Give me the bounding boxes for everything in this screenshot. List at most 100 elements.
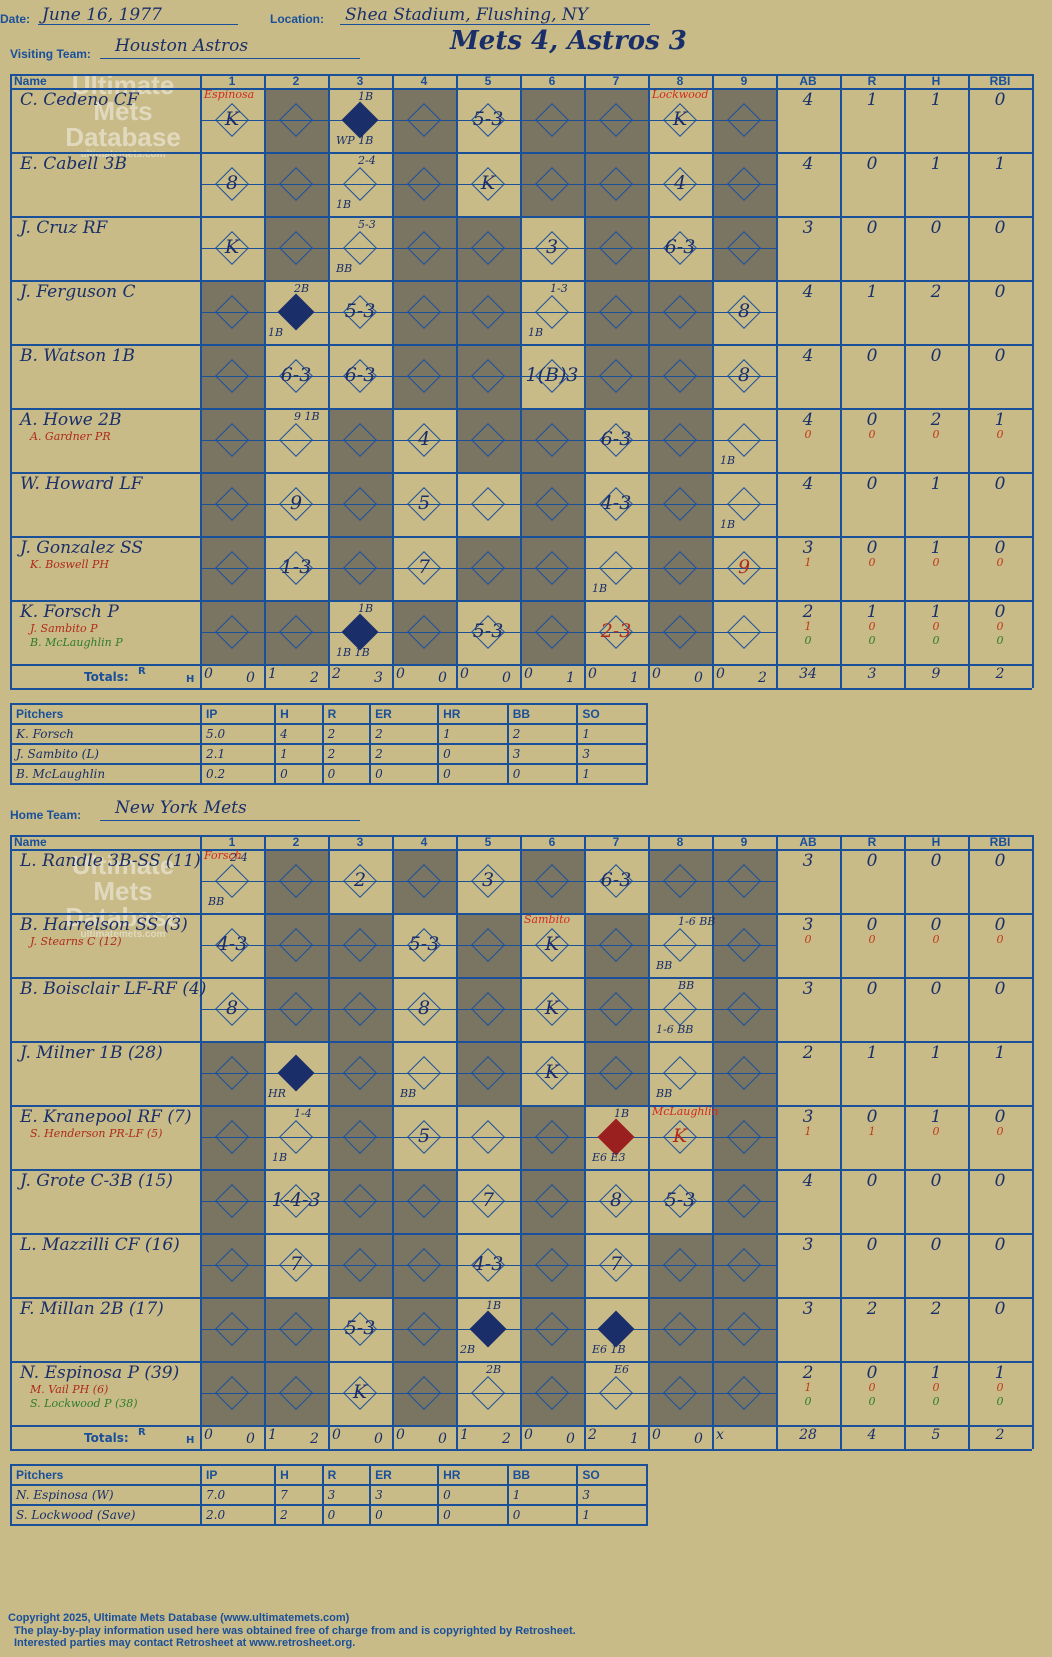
grid-col-line bbox=[392, 835, 394, 1449]
play-annotation: 1-4 bbox=[294, 1107, 312, 1120]
grid-col-line bbox=[712, 835, 714, 1449]
grid-col-line bbox=[840, 835, 842, 1449]
player-name: A. Howe 2B bbox=[20, 410, 122, 430]
pitcher-ip: 2.1 bbox=[199, 743, 277, 765]
player-name: E. Cabell 3B bbox=[20, 154, 127, 174]
inning-total-runs: 0 bbox=[460, 666, 469, 682]
batting-stat: 0 bbox=[994, 474, 1006, 494]
game-total-stat: 5 bbox=[931, 1427, 941, 1443]
play-result: K bbox=[352, 1381, 368, 1403]
batting-stat: 0 bbox=[994, 90, 1006, 110]
pitcher-ip: 0.2 bbox=[199, 763, 277, 785]
grid-col-line bbox=[520, 835, 522, 1449]
play-annotation: WP 1B bbox=[336, 134, 374, 147]
play-result: 5-3 bbox=[664, 1189, 696, 1211]
player-name: L. Randle 3B-SS (11) bbox=[20, 851, 201, 871]
grid-half-line bbox=[200, 632, 776, 633]
inning-total-hits: 2 bbox=[758, 670, 767, 686]
inning-header-5: 5 bbox=[484, 74, 492, 88]
grid-col-line bbox=[584, 835, 586, 1449]
game-total-stat: 9 bbox=[931, 666, 941, 682]
col-r: R bbox=[321, 1464, 372, 1486]
inning-total-runs: 1 bbox=[268, 1427, 277, 1443]
batting-stat: 1 bbox=[930, 538, 942, 558]
play-result: 6-3 bbox=[600, 869, 632, 891]
play-result: 3 bbox=[545, 236, 559, 258]
player-name: F. Millan 2B (17) bbox=[20, 1299, 164, 1319]
pitcher-row: J. Sambito (L) 2.1 1 2 2 0 3 3 bbox=[10, 743, 648, 765]
r-column-header: R bbox=[867, 835, 877, 849]
play-annotation: 1B bbox=[528, 326, 544, 339]
play-annotation: 1-6 BB bbox=[656, 1023, 694, 1036]
grid-half-line bbox=[200, 376, 776, 377]
visitor-pitchers-header: Pitchers IP H R ER HR BB SO bbox=[10, 703, 648, 725]
inning-header-1: 1 bbox=[228, 74, 236, 88]
play-result: K bbox=[224, 236, 240, 258]
grid-col-line bbox=[712, 74, 714, 688]
inning-total-hits: 0 bbox=[566, 1431, 575, 1447]
pitcher-so: 3 bbox=[576, 1484, 648, 1506]
inning-total-runs: 0 bbox=[716, 666, 725, 682]
player-name: C. Cedeno CF bbox=[20, 90, 139, 110]
pitcher-h: 4 bbox=[274, 723, 324, 745]
substitute-stat: 0 bbox=[868, 933, 876, 946]
substitute-stat-2: 0 bbox=[804, 634, 812, 647]
substitute-stat: 1 bbox=[804, 620, 812, 633]
play-result: 5-3 bbox=[472, 108, 504, 130]
col-h: H bbox=[274, 703, 324, 725]
col-bb: BB bbox=[506, 1464, 579, 1486]
substitute-stat-2: 0 bbox=[932, 634, 940, 647]
substitute-name: A. Gardner PR bbox=[30, 430, 111, 443]
h-column-header: H bbox=[931, 835, 941, 849]
col-h: H bbox=[274, 1464, 324, 1486]
play-annotation: 2B bbox=[460, 1343, 476, 1356]
pitcher-hr: 0 bbox=[437, 743, 509, 765]
batting-stat: 0 bbox=[994, 1171, 1006, 1191]
pitcher-ip: 7.0 bbox=[199, 1484, 277, 1506]
col-ip: IP bbox=[199, 1464, 277, 1486]
col-er: ER bbox=[369, 703, 440, 725]
play-result: 7 bbox=[481, 1189, 495, 1211]
play-result: 8 bbox=[225, 997, 239, 1019]
batting-stat: 0 bbox=[930, 1235, 942, 1255]
batting-stat: 0 bbox=[994, 282, 1006, 302]
grid-half-line bbox=[200, 504, 776, 505]
batting-stat: 0 bbox=[930, 1171, 942, 1191]
play-annotation: 2-4 bbox=[230, 851, 248, 864]
inning-total-runs: 0 bbox=[396, 666, 405, 682]
play-annotation: 1B bbox=[358, 602, 374, 615]
grid-col-line bbox=[328, 835, 330, 1449]
batting-stat: 2 bbox=[802, 1043, 814, 1063]
ab-column-header: AB bbox=[799, 74, 817, 88]
inning-total-runs: 2 bbox=[588, 1427, 597, 1443]
substitute-stat: 1 bbox=[868, 1125, 876, 1138]
home-team-label: Home Team: bbox=[10, 808, 82, 822]
inning-total-runs: 1 bbox=[460, 1427, 469, 1443]
substitute-stat: 1 bbox=[804, 556, 812, 569]
grid-col-line bbox=[456, 835, 458, 1449]
game-total-stat: 34 bbox=[799, 666, 817, 682]
play-annotation: BB bbox=[208, 895, 225, 908]
home-team-value: New York Mets bbox=[115, 798, 247, 818]
play-result: K bbox=[544, 997, 560, 1019]
inning-total-hits: 0 bbox=[694, 670, 703, 686]
play-result: 9 bbox=[737, 556, 751, 578]
batting-stat: 1 bbox=[930, 602, 942, 622]
player-name: K. Forsch P bbox=[20, 602, 119, 622]
grid-col-line bbox=[840, 74, 842, 688]
play-result: 8 bbox=[737, 300, 751, 322]
inning-total-runs: x bbox=[716, 1427, 724, 1443]
col-r: R bbox=[321, 703, 372, 725]
play-result: K bbox=[544, 933, 560, 955]
grid-col-line bbox=[776, 835, 778, 1449]
play-annotation: BB bbox=[400, 1087, 417, 1100]
play-annotation: HR bbox=[268, 1087, 286, 1100]
pitcher-hr: 1 bbox=[437, 723, 509, 745]
substitute-stat: 0 bbox=[804, 428, 812, 441]
batting-stat: 0 bbox=[930, 346, 942, 366]
pitcher-r: 0 bbox=[321, 763, 372, 785]
substitute-name: J. Sambito P bbox=[30, 622, 98, 635]
col-hr: HR bbox=[437, 703, 509, 725]
play-annotation: 2B bbox=[294, 282, 310, 295]
r-column-header: R bbox=[867, 74, 877, 88]
